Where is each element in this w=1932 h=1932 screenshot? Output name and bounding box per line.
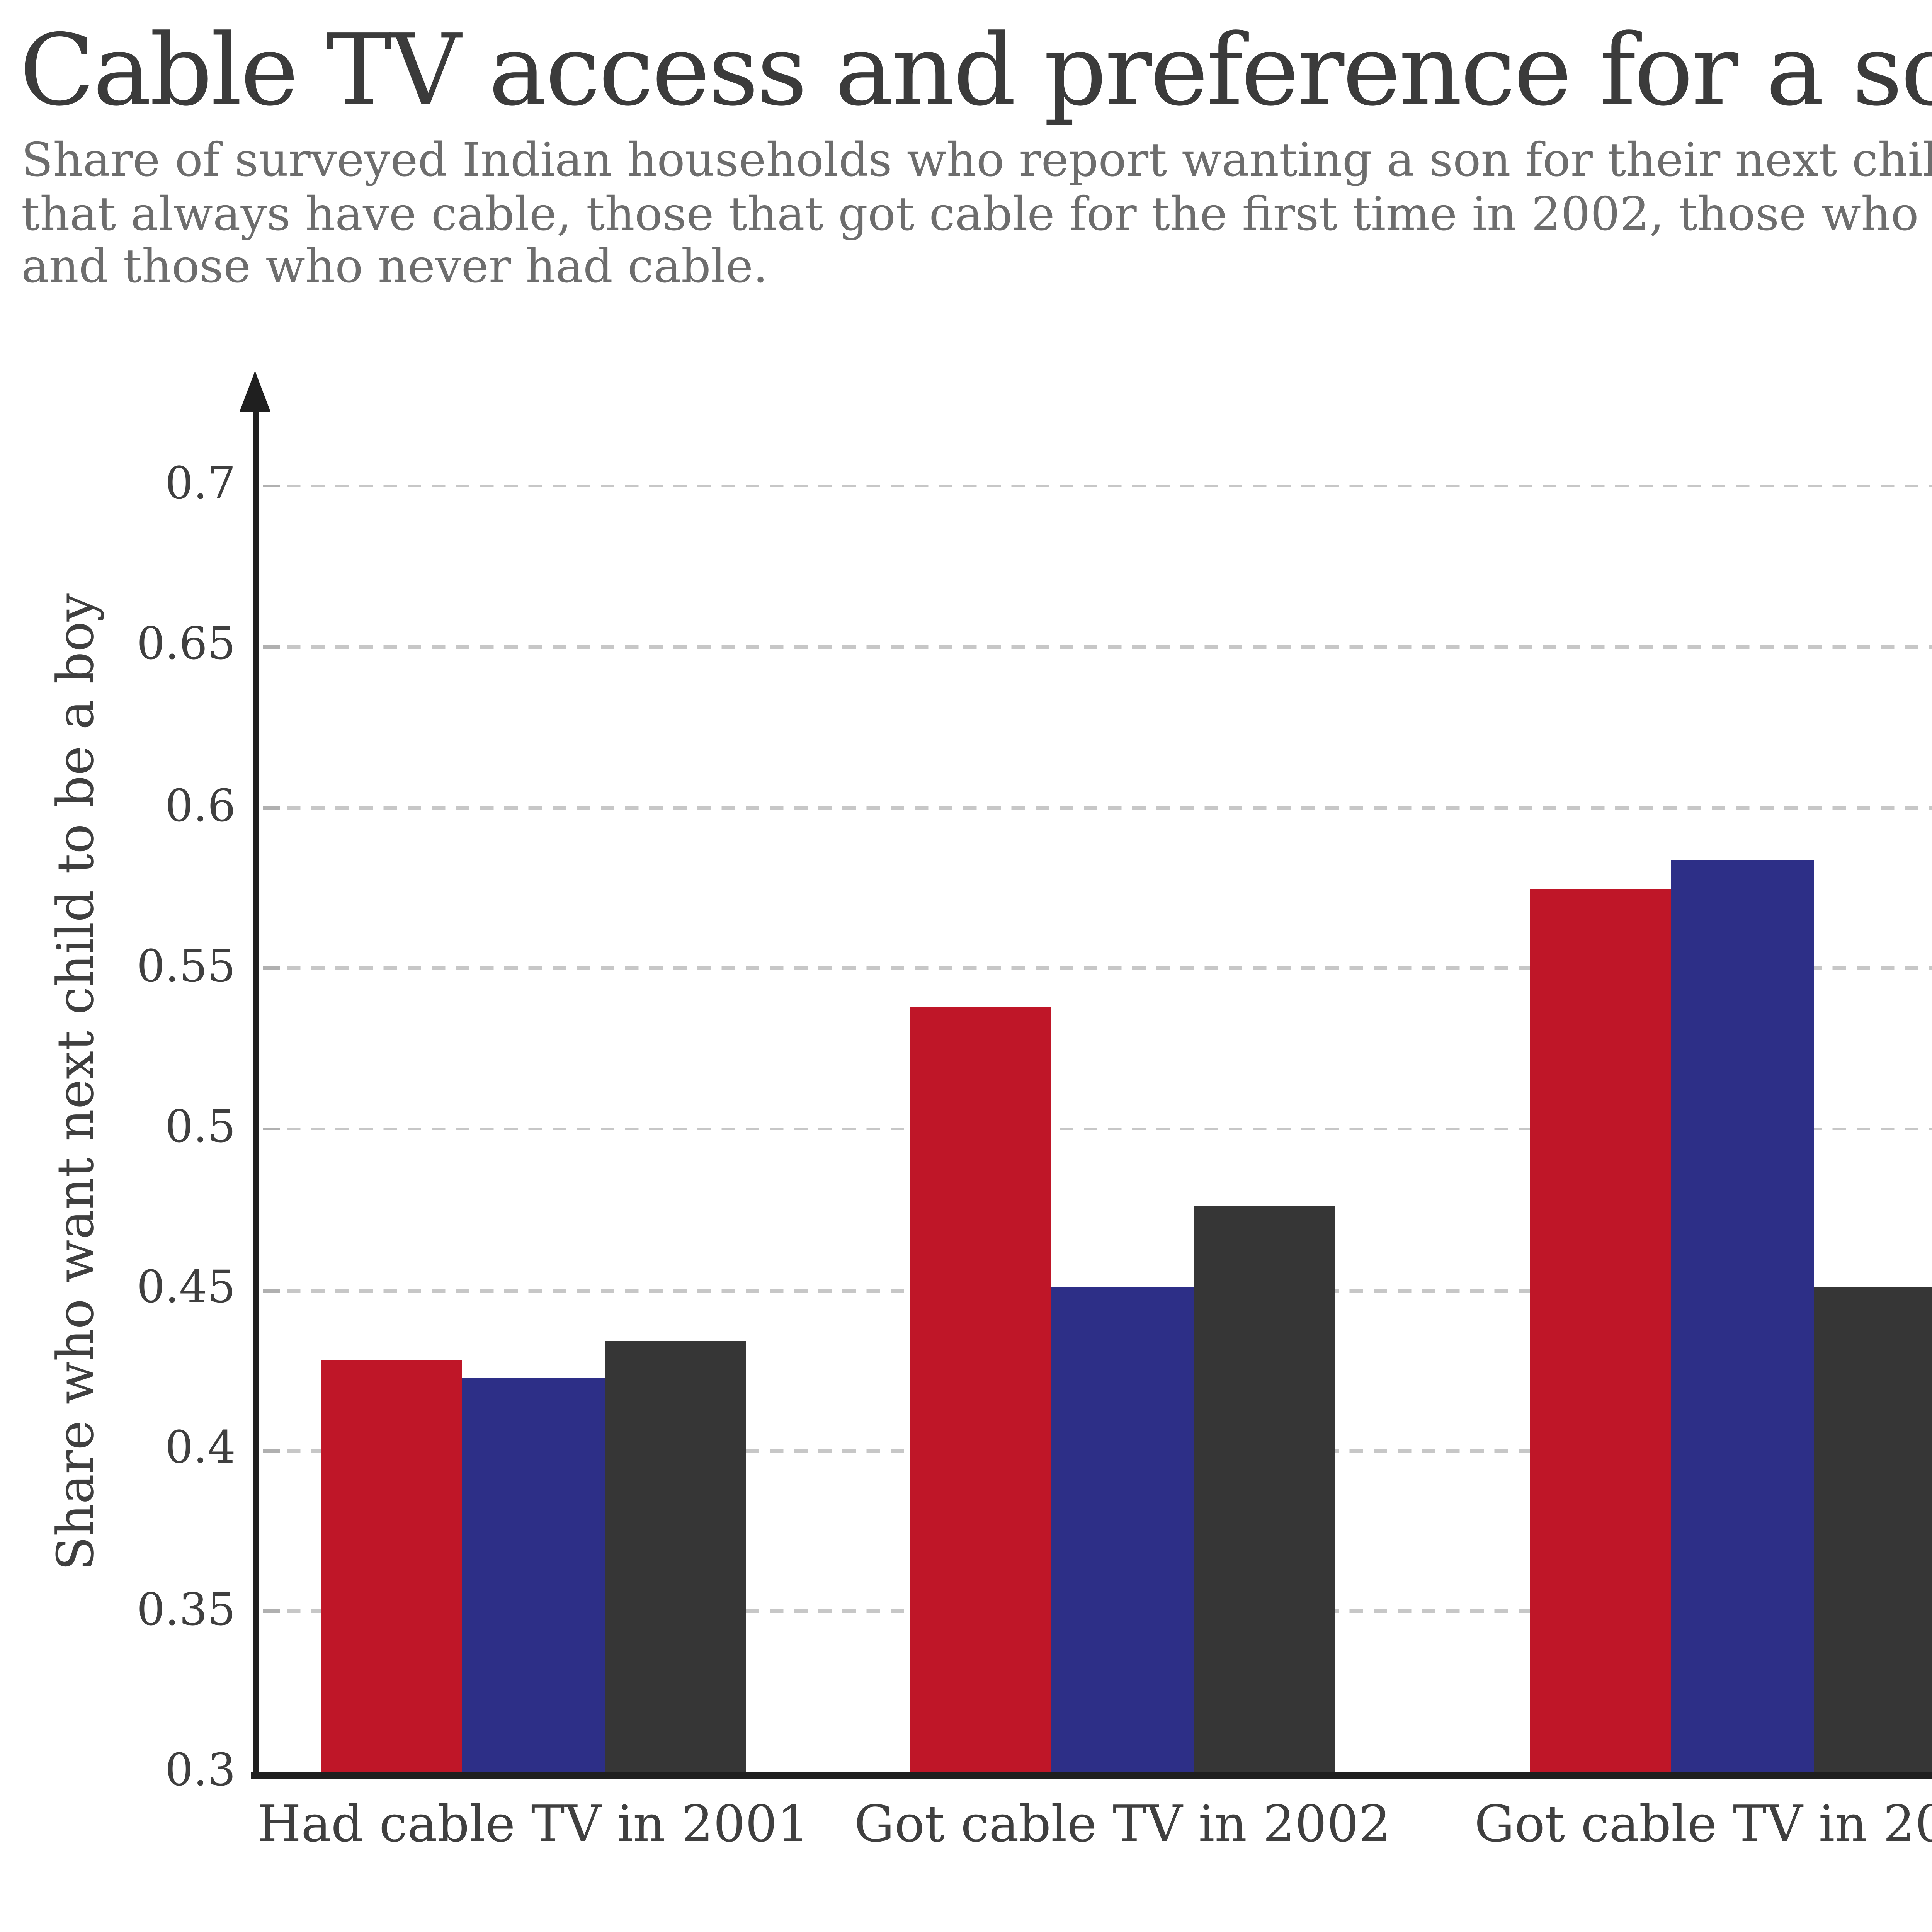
y-axis-title: Share who want next child to be a boy	[48, 593, 106, 1571]
gridline	[262, 1128, 1932, 1131]
y-axis-tick-label: 0.5	[165, 1103, 236, 1153]
bar-2003-got-cable-tv-in-2003	[1813, 1287, 1932, 1777]
x-axis-line	[251, 1772, 1932, 1779]
y-axis-tick-label: 0.55	[136, 942, 236, 993]
x-axis-label: Got cable TV in 2002	[854, 1797, 1391, 1855]
y-axis-tick-label: 0.3	[165, 1746, 236, 1797]
chart-subtitle: Share of surveyed Indian households who …	[21, 133, 1932, 295]
bar-2002-had-cable-tv-in-2001	[462, 1377, 604, 1777]
bar-2002-got-cable-tv-in-2002	[1051, 1287, 1194, 1777]
y-axis-arrow-icon	[240, 371, 271, 412]
bar-2003-got-cable-tv-in-2002	[1193, 1206, 1335, 1777]
gridline	[262, 645, 1932, 649]
bar-2001-got-cable-tv-in-2003	[1530, 888, 1672, 1777]
bar-2001-got-cable-tv-in-2002	[910, 1007, 1052, 1777]
y-axis-tick-label: 0.6	[165, 781, 236, 832]
y-axis-tick	[262, 645, 279, 649]
bar-2001-had-cable-tv-in-2001	[321, 1361, 463, 1777]
y-axis-tick-label: 0.65	[136, 621, 236, 671]
page-title: Cable TV access and preference for a son…	[19, 15, 1932, 129]
gridline	[262, 967, 1932, 970]
y-axis-tick	[262, 1288, 279, 1292]
x-axis-label: Had cable TV in 2001	[257, 1797, 810, 1855]
gridline	[262, 484, 1932, 488]
gridline	[262, 806, 1932, 810]
y-axis-tick	[262, 484, 279, 488]
y-axis-tick-label: 0.7	[165, 460, 236, 510]
y-axis-tick	[262, 806, 279, 810]
bar-2003-had-cable-tv-in-2001	[604, 1341, 746, 1777]
y-axis-tick-label: 0.4	[165, 1425, 236, 1475]
y-axis-tick-label: 0.35	[136, 1585, 236, 1636]
y-axis-tick-label: 0.45	[136, 1264, 236, 1315]
y-axis-tick	[262, 967, 279, 970]
y-axis-tick	[262, 1610, 279, 1613]
y-axis-tick	[262, 1128, 279, 1131]
subtitle-line: Share of surveyed Indian households who …	[21, 133, 1932, 187]
subtitle-line: that always have cable, those that got c…	[21, 186, 1932, 241]
y-axis-line	[253, 398, 259, 1779]
subtitle-line: and those who never had cable.	[21, 240, 768, 294]
x-axis-label: Got cable TV in 2003	[1474, 1797, 1932, 1855]
y-axis-tick	[262, 1449, 279, 1452]
bar-2002-got-cable-tv-in-2003	[1672, 859, 1814, 1777]
